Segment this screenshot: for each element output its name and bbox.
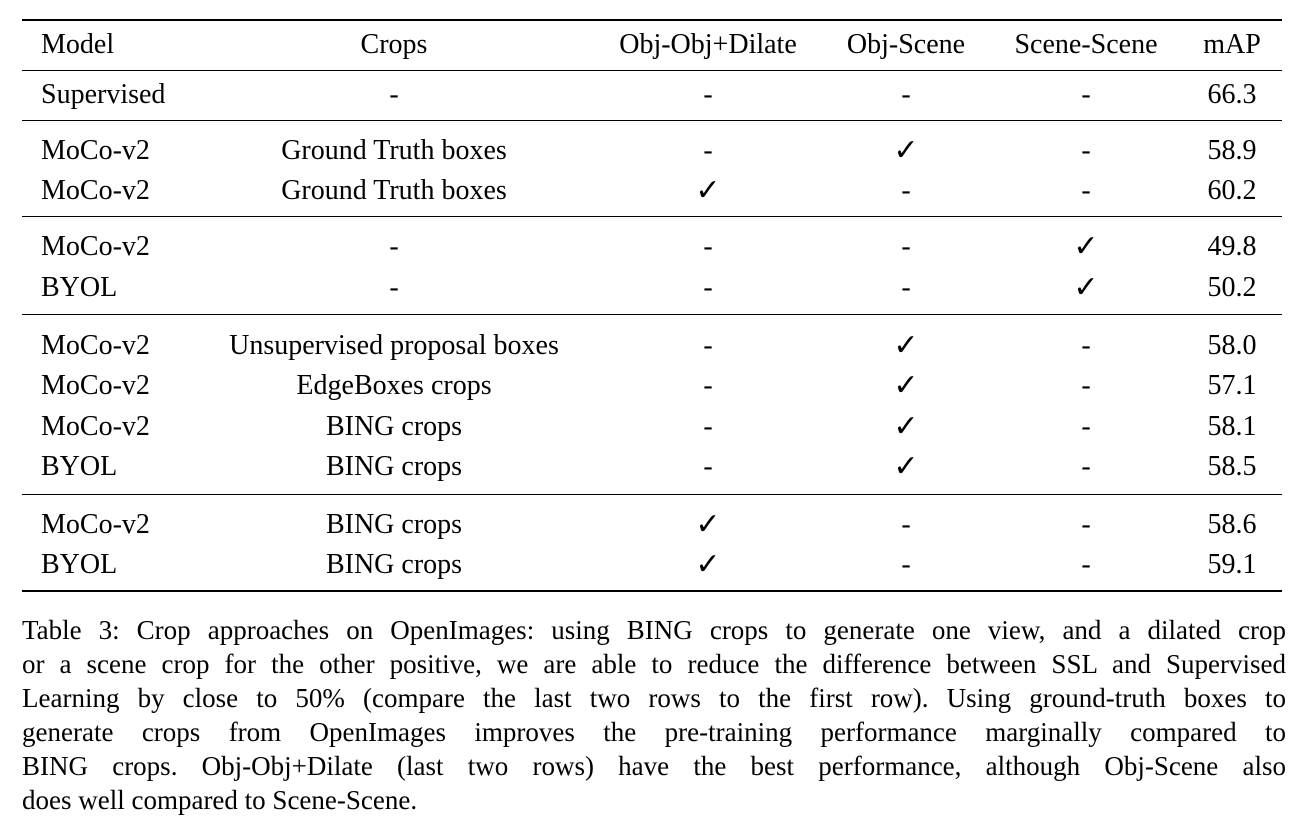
header-cell: Scene-Scene (1014, 29, 1158, 60)
table-cell: ✓ (893, 449, 919, 484)
header-cell: Obj-Obj+Dilate (619, 29, 797, 60)
table-cell: - (703, 272, 713, 303)
table-cell: MoCo-v2 (41, 411, 150, 442)
table-cell: - (1081, 330, 1091, 361)
rule (22, 590, 1282, 592)
table-cell: EdgeBoxes crops (296, 370, 492, 401)
table-cell: BING crops (325, 451, 463, 482)
table-cell: - (901, 509, 911, 540)
table-cell: Supervised (41, 79, 166, 110)
table-cell: ✓ (695, 507, 721, 542)
caption-line: generate crops from OpenImages improves … (22, 717, 1286, 747)
table-cell: MoCo-v2 (41, 509, 150, 540)
table-cell: MoCo-v2 (41, 175, 150, 206)
header-cell: mAP (1203, 29, 1261, 60)
table-cell: BING crops (325, 411, 463, 442)
table-cell: ✓ (893, 409, 919, 444)
table-cell: ✓ (893, 328, 919, 363)
table-cell: - (901, 231, 911, 262)
table-cell: ✓ (1073, 270, 1099, 305)
table-cell: - (1081, 411, 1091, 442)
table-cell: 58.0 (1207, 330, 1257, 361)
table-cell: MoCo-v2 (41, 330, 150, 361)
rule (22, 216, 1282, 217)
table-cell: - (1081, 509, 1091, 540)
table-cell: - (901, 79, 911, 110)
table-cell: - (703, 330, 713, 361)
table-cell: BING crops (325, 509, 463, 540)
table-cell: - (389, 272, 399, 303)
table-cell: - (703, 451, 713, 482)
table-cell: ✓ (1073, 229, 1099, 264)
table-cell: MoCo-v2 (41, 231, 150, 262)
table-cell: ✓ (893, 133, 919, 168)
table-cell: - (703, 231, 713, 262)
rule (22, 494, 1282, 495)
table-cell: - (1081, 135, 1091, 166)
table-cell: 58.5 (1207, 451, 1257, 482)
table-cell: - (901, 272, 911, 303)
table-cell: 58.9 (1207, 135, 1257, 166)
table-cell: - (901, 175, 911, 206)
table-cell: - (703, 79, 713, 110)
table-cell: BYOL (41, 272, 118, 303)
table-cell: - (389, 231, 399, 262)
table-cell: - (1081, 370, 1091, 401)
rule (22, 314, 1282, 315)
table-cell: BING crops (325, 549, 463, 580)
header-cell: Model (41, 29, 115, 60)
table-cell: ✓ (893, 368, 919, 403)
caption-line: BING crops. Obj-Obj+Dilate (last two row… (22, 751, 1286, 781)
table-cell: BYOL (41, 549, 118, 580)
table-cell: 60.2 (1207, 175, 1257, 206)
table-cell: ✓ (695, 173, 721, 208)
table-cell: MoCo-v2 (41, 370, 150, 401)
table-cell: - (901, 549, 911, 580)
table-cell: 59.1 (1207, 549, 1257, 580)
table-cell: 49.8 (1207, 231, 1257, 262)
caption-line: does well compared to Scene-Scene. (22, 785, 418, 815)
table-cell: 50.2 (1207, 272, 1257, 303)
table-cell: 58.1 (1207, 411, 1257, 442)
caption-line: Table 3: Crop approaches on OpenImages: … (22, 615, 1286, 645)
table-cell: ✓ (695, 547, 721, 582)
header-cell: Crops (360, 29, 428, 60)
rule (22, 120, 1282, 121)
table-cell: 66.3 (1207, 79, 1257, 110)
table-cell: - (703, 370, 713, 401)
rule (22, 70, 1282, 71)
table-cell: - (1081, 175, 1091, 206)
table-cell: - (1081, 549, 1091, 580)
header-cell: Obj-Scene (846, 29, 966, 60)
table-cell: - (703, 135, 713, 166)
table-cell: - (1081, 451, 1091, 482)
table-cell: - (389, 79, 399, 110)
rule (22, 19, 1282, 21)
caption-line: or a scene crop for the other positive, … (22, 649, 1286, 679)
table-cell: Unsupervised proposal boxes (229, 330, 559, 361)
table-cell: Ground Truth boxes (281, 175, 507, 206)
table-cell: BYOL (41, 451, 118, 482)
table-cell: 58.6 (1207, 509, 1257, 540)
table-cell: - (1081, 79, 1091, 110)
table-cell: MoCo-v2 (41, 135, 150, 166)
table-cell: - (703, 411, 713, 442)
caption-line: Learning by close to 50% (compare the la… (22, 683, 1286, 713)
table-cell: Ground Truth boxes (281, 135, 507, 166)
table-cell: 57.1 (1207, 370, 1257, 401)
